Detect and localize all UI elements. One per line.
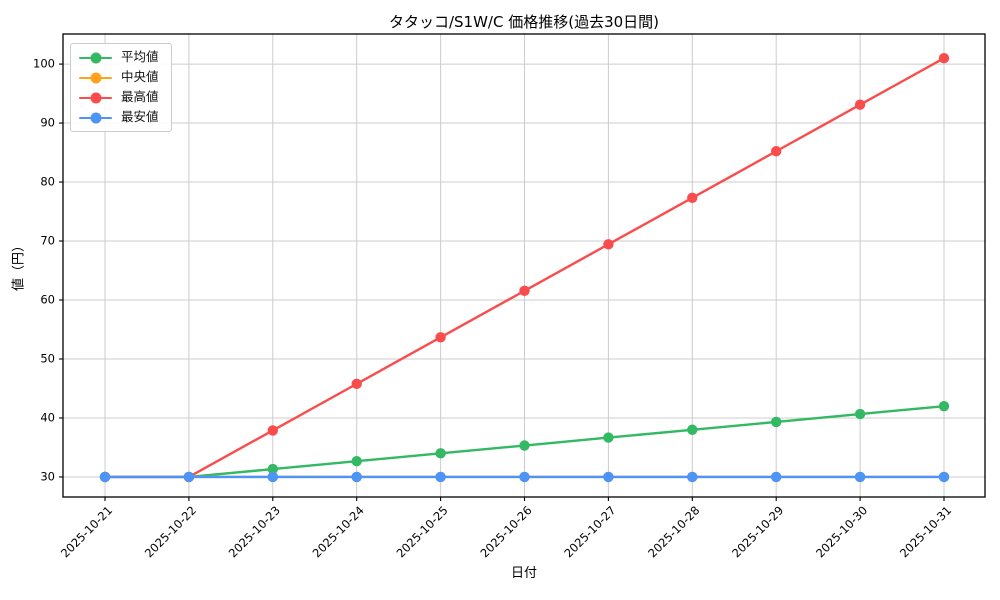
legend-label-average: 平均値 [121, 49, 159, 65]
series-max-marker [938, 52, 950, 64]
series-min-marker [267, 471, 278, 483]
series-min-marker [603, 471, 614, 483]
legend-marker-average-icon [79, 52, 112, 64]
y-tick-label: 50 [40, 351, 55, 365]
series-average-marker [519, 440, 530, 451]
legend-item-min: 最安値 [79, 110, 159, 125]
series-max-marker [351, 378, 362, 390]
series-average-marker [603, 432, 614, 443]
series-max-marker [435, 332, 446, 343]
y-tick-label: 30 [40, 469, 55, 483]
legend-item-median: 中央値 [79, 70, 159, 85]
y-tick-label: 90 [40, 116, 55, 130]
series-min [99, 471, 950, 483]
legend: 平均値中央値最高値最安値 [70, 43, 172, 132]
series-average-marker [351, 455, 362, 467]
series-min-marker [351, 471, 362, 483]
y-tick-label: 60 [40, 293, 55, 307]
series-min-marker [99, 471, 111, 483]
x-tick-label: 2025-10-22 [142, 503, 199, 560]
series-max-marker [519, 285, 530, 297]
x-tick-label: 2025-10-21 [58, 503, 115, 560]
legend-item-max: 最高値 [79, 90, 159, 105]
series-min-marker [771, 471, 782, 483]
series-min-marker [854, 471, 866, 483]
series-max-marker [267, 425, 278, 436]
legend-marker-median-icon [79, 72, 112, 84]
series-max-marker [854, 99, 866, 110]
series-average-marker [687, 424, 698, 435]
x-tick-label: 2025-10-31 [897, 503, 954, 560]
x-tick-label: 2025-10-28 [645, 503, 702, 560]
series-min-marker [435, 471, 446, 483]
series-average-marker [435, 448, 446, 459]
y-axis-label: 値（円） [11, 238, 27, 292]
x-tick-label: 2025-10-29 [729, 503, 786, 560]
x-tick-label: 2025-10-25 [394, 503, 451, 560]
series-average-marker [854, 408, 866, 420]
legend-label-max: 最高値 [121, 89, 159, 105]
y-tick-label: 80 [40, 175, 55, 189]
legend-marker-min-icon [79, 112, 112, 124]
series-max-marker [771, 146, 782, 157]
legend-marker-max-icon [79, 92, 112, 104]
series-min-marker [687, 471, 698, 483]
x-axis-label: 日付 [510, 566, 537, 581]
x-tick-label: 2025-10-27 [561, 503, 618, 560]
series-min-marker [519, 471, 530, 483]
plot-frame [62, 33, 986, 498]
x-tick-label: 2025-10-30 [813, 503, 870, 560]
series-average-marker [267, 463, 278, 475]
series-min-marker [183, 471, 195, 483]
series-average-marker [938, 400, 950, 412]
series-max-marker [603, 239, 614, 250]
x-tick-label: 2025-10-26 [477, 503, 534, 560]
x-tick-label: 2025-10-24 [310, 503, 367, 560]
series-average-marker [771, 416, 782, 428]
legend-label-min: 最安値 [121, 109, 159, 125]
legend-label-median: 中央値 [121, 69, 159, 85]
y-tick-label: 40 [40, 410, 55, 424]
chart-title: タタッコ/S1W/C 価格推移(過去30日間) [388, 13, 660, 31]
series-max-marker [687, 192, 698, 203]
y-tick-label: 70 [40, 234, 55, 248]
gridlines [63, 34, 985, 497]
x-tick-label: 2025-10-23 [226, 503, 283, 560]
series-min-marker [938, 471, 950, 483]
y-tick-label: 100 [33, 57, 55, 71]
legend-item-average: 平均値 [79, 50, 159, 65]
series-max [99, 52, 950, 483]
